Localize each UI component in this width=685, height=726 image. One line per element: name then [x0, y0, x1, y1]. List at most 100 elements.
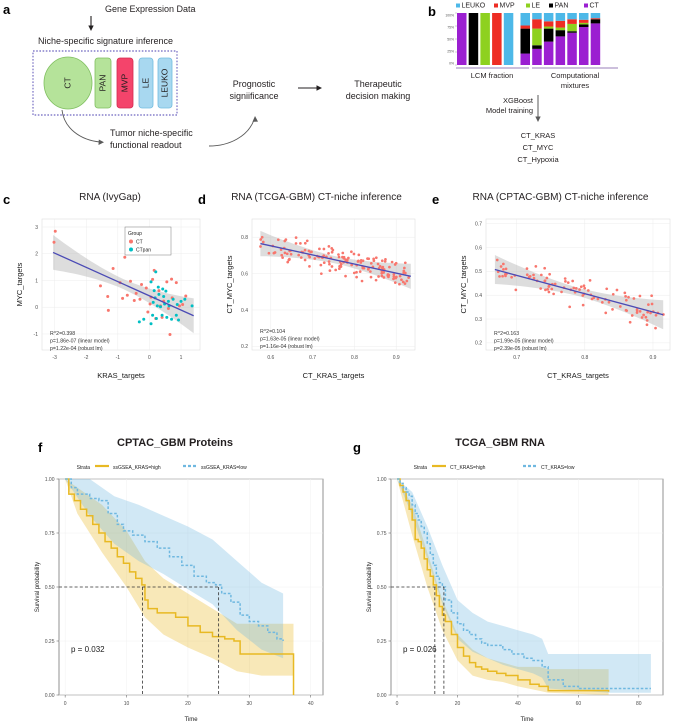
panel-a-diagram: Gene Expression Data Niche-specific sign… — [32, 4, 410, 150]
b-bar-segment — [590, 18, 601, 20]
e-point — [525, 273, 529, 277]
c-point — [156, 285, 160, 289]
b-group-label-comp: Computational — [551, 71, 600, 80]
b-bar-segment — [543, 13, 554, 22]
b-group-label-mix: mixtures — [561, 81, 590, 90]
c-point — [151, 300, 155, 304]
arrowhead-4 — [316, 85, 322, 91]
g-ytick: 0.75 — [377, 531, 387, 537]
e-point — [630, 314, 634, 317]
b-bar-segment — [567, 31, 577, 33]
d-point — [303, 248, 307, 252]
arrow-curve-1 — [61, 109, 101, 143]
e-point — [632, 297, 636, 300]
b-bar-segment — [520, 53, 530, 65]
f-xtick: 30 — [247, 701, 253, 707]
d-point — [387, 273, 391, 277]
d-point — [297, 253, 301, 257]
b-bar-segment — [457, 13, 467, 65]
d-xtick: 0.6 — [267, 355, 274, 361]
arrowhead-3 — [252, 116, 258, 122]
c-ytick: 1 — [35, 278, 38, 284]
d-point — [283, 251, 287, 255]
c-point — [168, 332, 172, 336]
d-point — [366, 257, 369, 260]
panel-e-title: RNA (CPTAC-GBM) CT-niche inference — [472, 192, 649, 203]
panel-letter-b: b — [428, 4, 436, 19]
e-point — [539, 287, 543, 290]
g-km-curve — [397, 478, 651, 690]
d-point — [327, 245, 331, 248]
b-ytick-75: 75% — [447, 26, 454, 30]
panel-b-chart: LEUKO MVP LE PAN CT 100% 75% 50% 25% 0% … — [445, 3, 618, 164]
f-xtick: 10 — [124, 701, 130, 707]
c-point — [154, 316, 158, 320]
e-point — [581, 294, 585, 297]
c-point — [138, 297, 142, 301]
e-ylabel: CT_MYC_targets — [459, 255, 468, 313]
legend-swatch-leuko — [456, 3, 460, 8]
e-point — [635, 308, 639, 311]
e-point — [510, 275, 513, 279]
c-point — [181, 303, 185, 307]
c-point — [140, 283, 144, 286]
e-point — [571, 279, 575, 283]
e-point — [624, 298, 628, 302]
c-xtick: -3 — [52, 355, 57, 361]
d-point — [261, 240, 265, 244]
e-point — [650, 302, 654, 306]
c-xtick: -1 — [116, 355, 121, 361]
e-point — [627, 295, 630, 299]
e-xtick: 0.7 — [513, 355, 520, 361]
b-bar-segment — [579, 19, 589, 23]
e-point — [588, 279, 592, 282]
d-point — [338, 267, 341, 271]
d-point — [372, 257, 375, 261]
d-point — [357, 253, 361, 257]
c-point — [165, 315, 169, 319]
c-point — [128, 279, 132, 283]
f-pvalue: p = 0.032 — [71, 645, 105, 654]
g-xtick: 60 — [576, 701, 582, 707]
e-point — [605, 287, 609, 291]
d-point — [327, 260, 331, 264]
d-point — [299, 242, 302, 245]
d-point — [341, 255, 344, 259]
c-point — [125, 293, 129, 297]
d-point — [394, 276, 398, 280]
f-xlabel: Time — [184, 717, 198, 723]
e-point — [590, 297, 594, 301]
c-xtick: 0 — [148, 355, 151, 361]
e-point — [644, 315, 648, 319]
f-legend-label-low: ssGSEA_KRAS=low — [201, 465, 247, 471]
c-xtick: -2 — [84, 355, 89, 361]
arrow-curve-2 — [208, 119, 255, 147]
d-point — [287, 258, 291, 261]
d-point — [350, 263, 354, 267]
c-point — [190, 304, 194, 308]
d-xtick: 0.9 — [393, 355, 400, 361]
d-point — [339, 262, 343, 266]
c-point — [106, 295, 110, 299]
c-point — [160, 315, 164, 319]
e-point — [548, 272, 551, 276]
d-point — [279, 248, 283, 251]
b-bar-segment — [520, 28, 530, 54]
d-xlabel: CT_KRAS_targets — [303, 371, 365, 380]
d-point — [398, 274, 402, 278]
b-training-line2: Model training — [486, 106, 533, 115]
d-point — [358, 270, 362, 274]
d-point — [328, 269, 332, 272]
e-point — [650, 294, 653, 298]
niche-ct-circle — [43, 56, 93, 110]
c-point — [177, 304, 181, 308]
panel-g-km: Strata CT_KRAS=high CT_KRAS=low 0 20 40 60 8… — [367, 464, 664, 723]
c-point — [152, 289, 156, 293]
c-point — [151, 313, 155, 317]
b-bar-segment — [579, 13, 589, 20]
f-xtick: 0 — [64, 701, 67, 707]
d-point — [374, 256, 378, 260]
c-point — [157, 292, 161, 296]
c-ytick: 0 — [35, 305, 38, 311]
c-point — [175, 303, 179, 307]
